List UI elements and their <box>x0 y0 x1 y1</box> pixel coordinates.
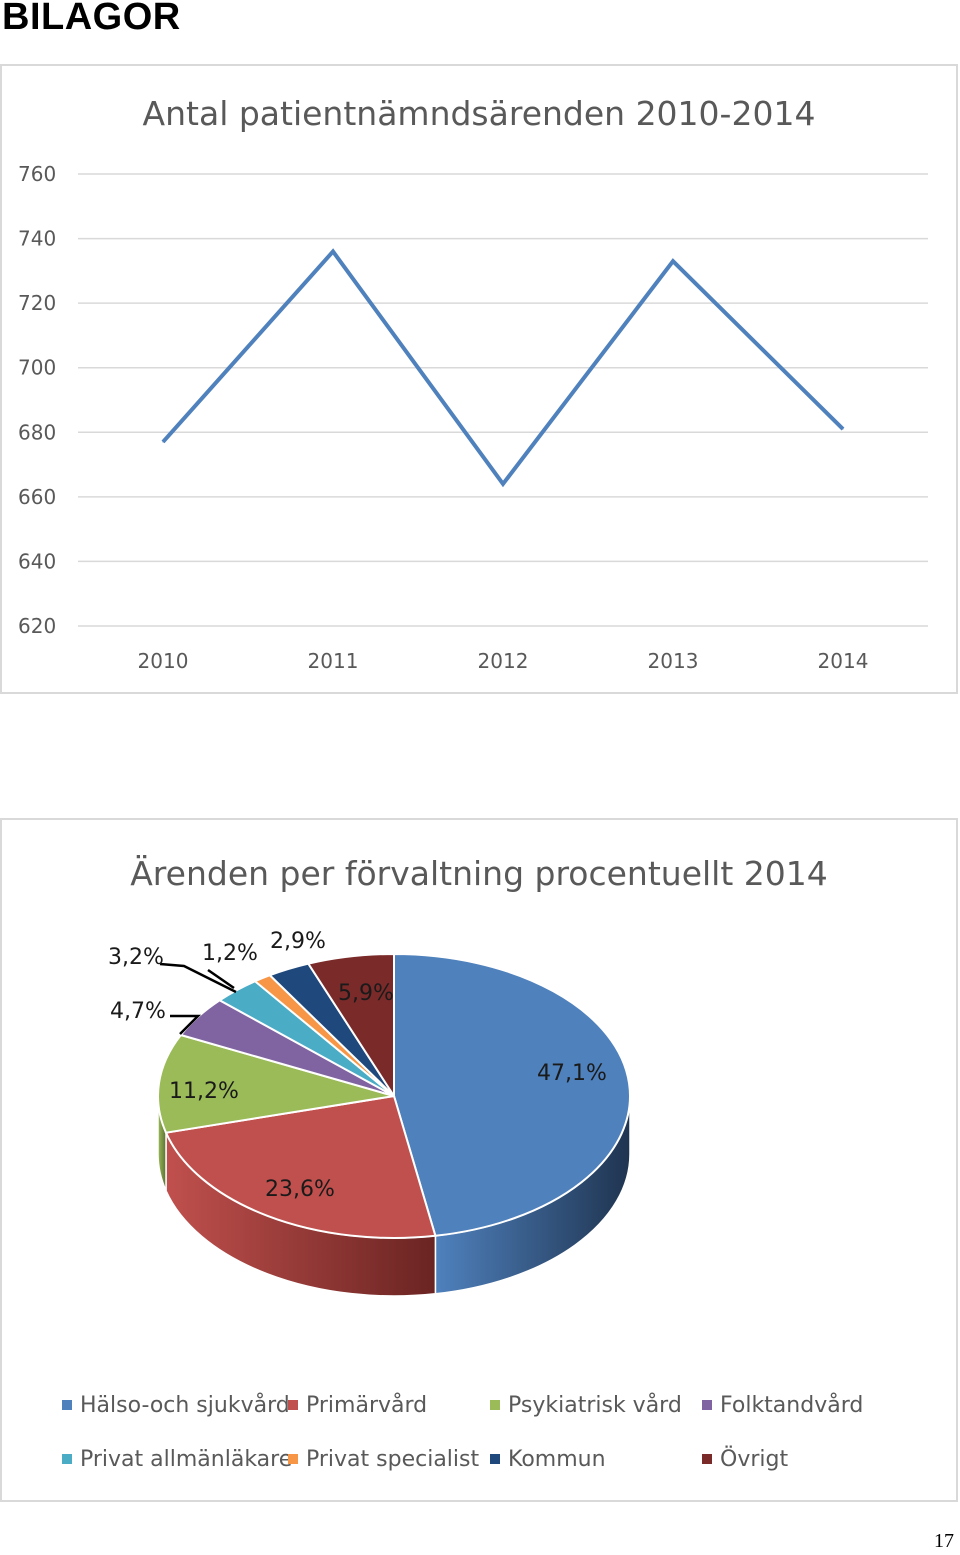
page-heading: BILAGOR <box>2 0 181 38</box>
pie-chart-title: Ärenden per förvaltning procentuellt 201… <box>130 854 828 893</box>
legend-label: Kommun <box>508 1446 606 1472</box>
x-tick-label: 2011 <box>308 649 359 673</box>
pie-data-label: 11,2% <box>169 1079 239 1104</box>
line-chart-panel: Antal patientnämndsärenden 2010-2014 760… <box>0 64 958 694</box>
y-tick-label: 740 <box>18 227 56 251</box>
leader-line <box>159 962 237 994</box>
legend-swatch <box>702 1400 712 1410</box>
pie-slice <box>306 952 395 1100</box>
legend-swatch <box>288 1400 298 1410</box>
pie-chart: 47,1% 23,6% 11,2% 4,7% 3,2% 1,2% 2,9% 5,9% <box>108 929 631 1297</box>
legend-item: Kommun <box>490 1444 606 1474</box>
data-point <box>162 441 164 443</box>
y-tick-label: 680 <box>18 420 56 444</box>
data-point <box>842 428 844 430</box>
pie-slice <box>164 1094 437 1239</box>
line-chart: 760 740 720 700 680 660 640 620 2010 2011 2012 2013… <box>18 162 928 673</box>
pie-data-label: 4,7% <box>110 999 166 1024</box>
data-point <box>332 250 334 252</box>
leader-line <box>207 968 235 990</box>
page-number: 17 <box>934 1530 954 1552</box>
legend-item: Privat specialist <box>288 1444 479 1474</box>
legend-label: Psykiatrisk vård <box>508 1392 682 1418</box>
legend-label: Folktandvård <box>720 1392 864 1418</box>
legend-item: Övrigt <box>702 1444 788 1474</box>
legend-swatch <box>490 1400 500 1410</box>
pie-data-label: 1,2% <box>202 941 258 966</box>
legend-item: Psykiatrisk vård <box>490 1390 682 1420</box>
y-tick-label: 700 <box>18 356 56 380</box>
legend-label: Hälso-och sjukvård <box>80 1392 290 1418</box>
x-tick-label: 2013 <box>648 649 699 673</box>
pie-data-label: 47,1% <box>537 1061 607 1086</box>
legend-label: Privat allmänläkare <box>80 1446 293 1472</box>
pie-data-label: 2,9% <box>270 929 326 954</box>
legend-label: Primärvård <box>306 1392 428 1418</box>
legend-swatch <box>62 1454 72 1464</box>
legend-swatch <box>288 1454 298 1464</box>
line-chart-title: Antal patientnämndsärenden 2010-2014 <box>142 94 816 133</box>
pie-slice <box>157 1033 395 1134</box>
y-tick-label: 640 <box>18 549 56 573</box>
legend-label: Övrigt <box>720 1446 789 1472</box>
y-tick-label: 620 <box>18 614 56 638</box>
pie-data-label: 5,9% <box>338 981 394 1006</box>
x-tick-label: 2014 <box>818 649 869 673</box>
y-tick-label: 760 <box>18 162 56 186</box>
pie-data-label: 23,6% <box>265 1177 335 1202</box>
legend-label: Privat specialist <box>306 1446 480 1472</box>
legend-item: Primärvård <box>288 1390 427 1420</box>
data-point <box>502 483 504 485</box>
data-point <box>672 260 674 262</box>
legend-swatch <box>62 1400 72 1410</box>
legend-item: Folktandvård <box>702 1390 863 1420</box>
pie-chart-panel: Ärenden per förvaltning procentuellt 201… <box>0 818 958 1502</box>
legend-item: Privat allmänläkare <box>62 1444 292 1474</box>
x-tick-label: 2010 <box>138 649 189 673</box>
y-tick-label: 660 <box>18 485 56 509</box>
pie-slice <box>393 952 631 1237</box>
legend-item: Hälso-och sjukvård <box>62 1390 290 1420</box>
legend-swatch <box>490 1454 500 1464</box>
leader-line <box>170 1014 202 1035</box>
pie-data-label: 3,2% <box>108 945 164 970</box>
y-tick-label: 720 <box>18 291 56 315</box>
legend-swatch <box>702 1454 712 1464</box>
x-tick-label: 2012 <box>478 649 529 673</box>
